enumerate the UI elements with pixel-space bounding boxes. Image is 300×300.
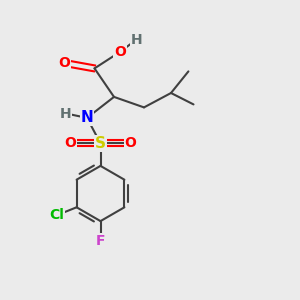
Text: O: O [64,136,76,150]
Text: S: S [95,136,106,151]
Text: O: O [58,56,70,70]
Text: H: H [60,107,71,121]
Text: O: O [114,45,126,59]
Text: N: N [81,110,93,125]
Text: F: F [96,234,105,248]
Text: Cl: Cl [50,208,64,222]
Text: H: H [131,33,142,47]
Text: O: O [124,136,136,150]
